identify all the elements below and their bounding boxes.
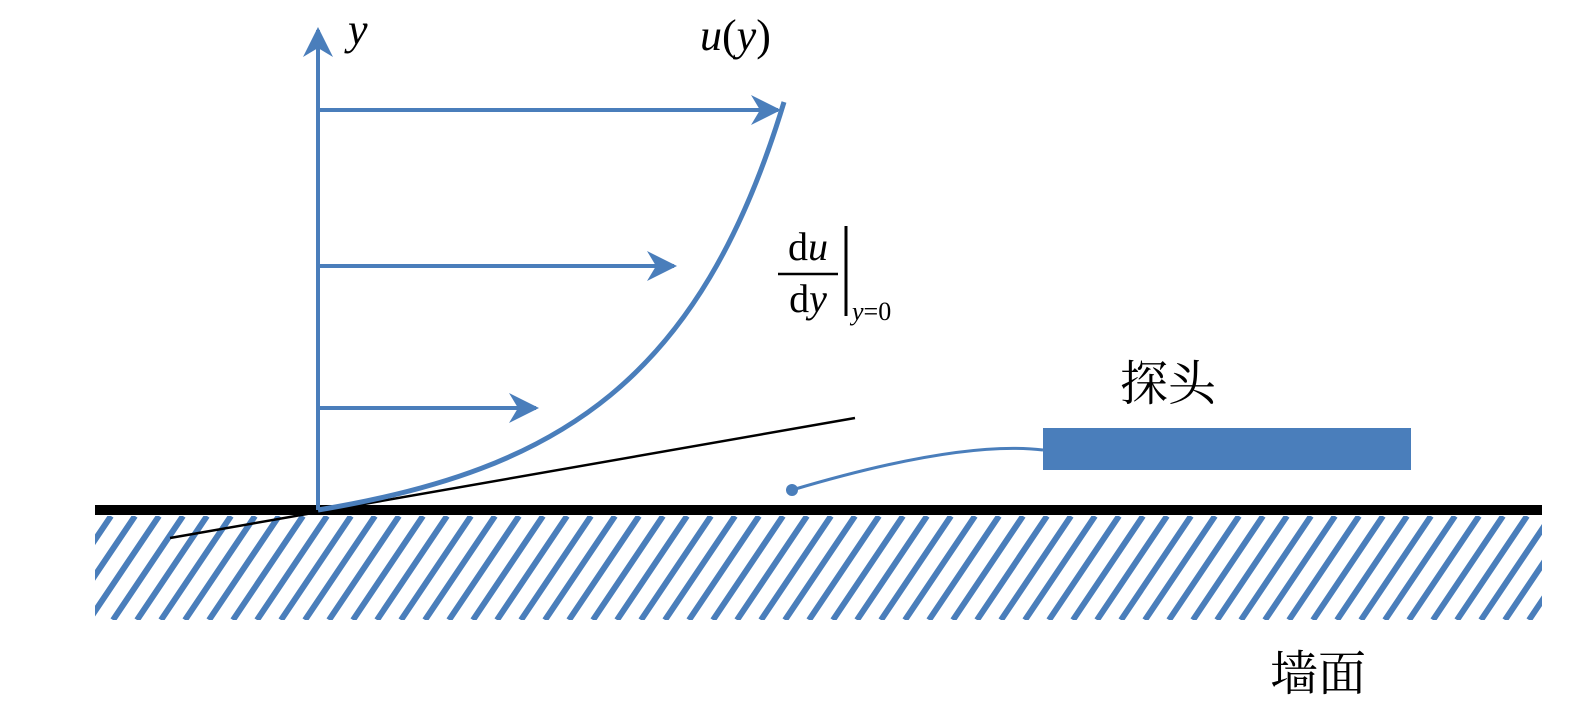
probe-body (1043, 428, 1411, 470)
svg-text:du: du (788, 224, 828, 269)
velocity-profile-curve (318, 102, 784, 510)
tangent-line (170, 418, 855, 538)
wall-hatch (0, 516, 1575, 620)
probe-wire (792, 448, 1043, 490)
derivative-label: du dy y=0 (778, 224, 891, 326)
probe-label: 探头 (1120, 345, 1217, 414)
velocity-label: u(y) (700, 11, 771, 60)
wall-label: 墙面 (1270, 635, 1366, 704)
probe-tip-dot (786, 484, 798, 496)
y-axis-label: y (344, 5, 368, 54)
svg-text:y=0: y=0 (849, 297, 891, 326)
svg-text:dy: dy (789, 276, 827, 321)
